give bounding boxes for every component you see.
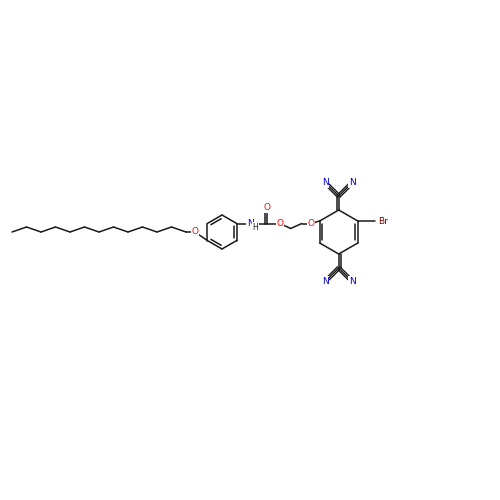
Text: O: O xyxy=(276,219,283,228)
Text: Br: Br xyxy=(378,216,388,226)
Text: O: O xyxy=(307,219,314,228)
Text: N: N xyxy=(349,277,356,286)
Text: N: N xyxy=(322,178,328,187)
Text: N: N xyxy=(349,178,356,187)
Text: N: N xyxy=(247,218,254,228)
Text: O: O xyxy=(192,228,198,236)
Text: H: H xyxy=(252,222,258,232)
Text: O: O xyxy=(263,203,270,212)
Text: N: N xyxy=(322,277,328,286)
